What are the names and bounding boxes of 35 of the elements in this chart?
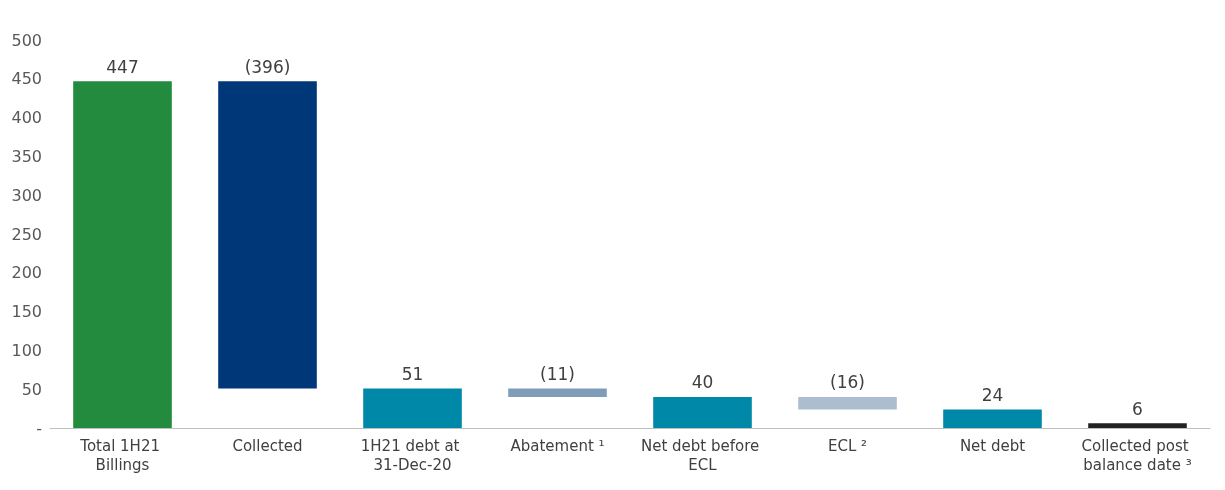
x-tick-label: 1H21 debt at 31-Dec-20	[360, 436, 465, 474]
data-label: 6	[1132, 398, 1143, 419]
y-tick-label: 450	[11, 69, 42, 89]
data-label: (16)	[830, 372, 865, 393]
data-label: 51	[401, 363, 424, 384]
bar	[508, 388, 607, 397]
bar	[798, 396, 897, 410]
x-tick-label: Collected	[232, 436, 303, 455]
bar	[1088, 423, 1187, 428]
x-tick-label: Collected post balance date ³	[1081, 436, 1194, 474]
bar	[653, 396, 752, 428]
y-tick-label: 100	[11, 340, 42, 360]
data-label: (396)	[244, 56, 291, 77]
bar	[218, 81, 317, 389]
x-tick-label: Abatement ¹	[510, 436, 605, 455]
y-tick-label: 150	[11, 302, 42, 322]
bar	[363, 388, 462, 428]
bar	[73, 81, 172, 428]
y-tick-label: 300	[11, 185, 42, 205]
y-tick-label: 500	[11, 30, 42, 50]
y-tick-label: 200	[11, 263, 42, 283]
y-tick-label: -	[36, 418, 42, 438]
bar	[943, 409, 1042, 428]
y-tick-label: 400	[11, 108, 42, 128]
data-label: 447	[106, 56, 139, 77]
x-tick-label: Total 1H21 Billings	[79, 436, 165, 474]
data-label: (11)	[540, 363, 575, 384]
x-tick-label: ECL ²	[827, 436, 868, 455]
y-tick-label: 250	[11, 224, 42, 244]
y-tick-label: 50	[21, 379, 42, 399]
x-tick-label: Net debt before ECL	[640, 436, 765, 474]
y-tick-label: 350	[11, 146, 42, 166]
data-label: 40	[691, 372, 714, 393]
data-label: 24	[981, 384, 1004, 405]
x-tick-label: Net debt	[959, 436, 1026, 455]
